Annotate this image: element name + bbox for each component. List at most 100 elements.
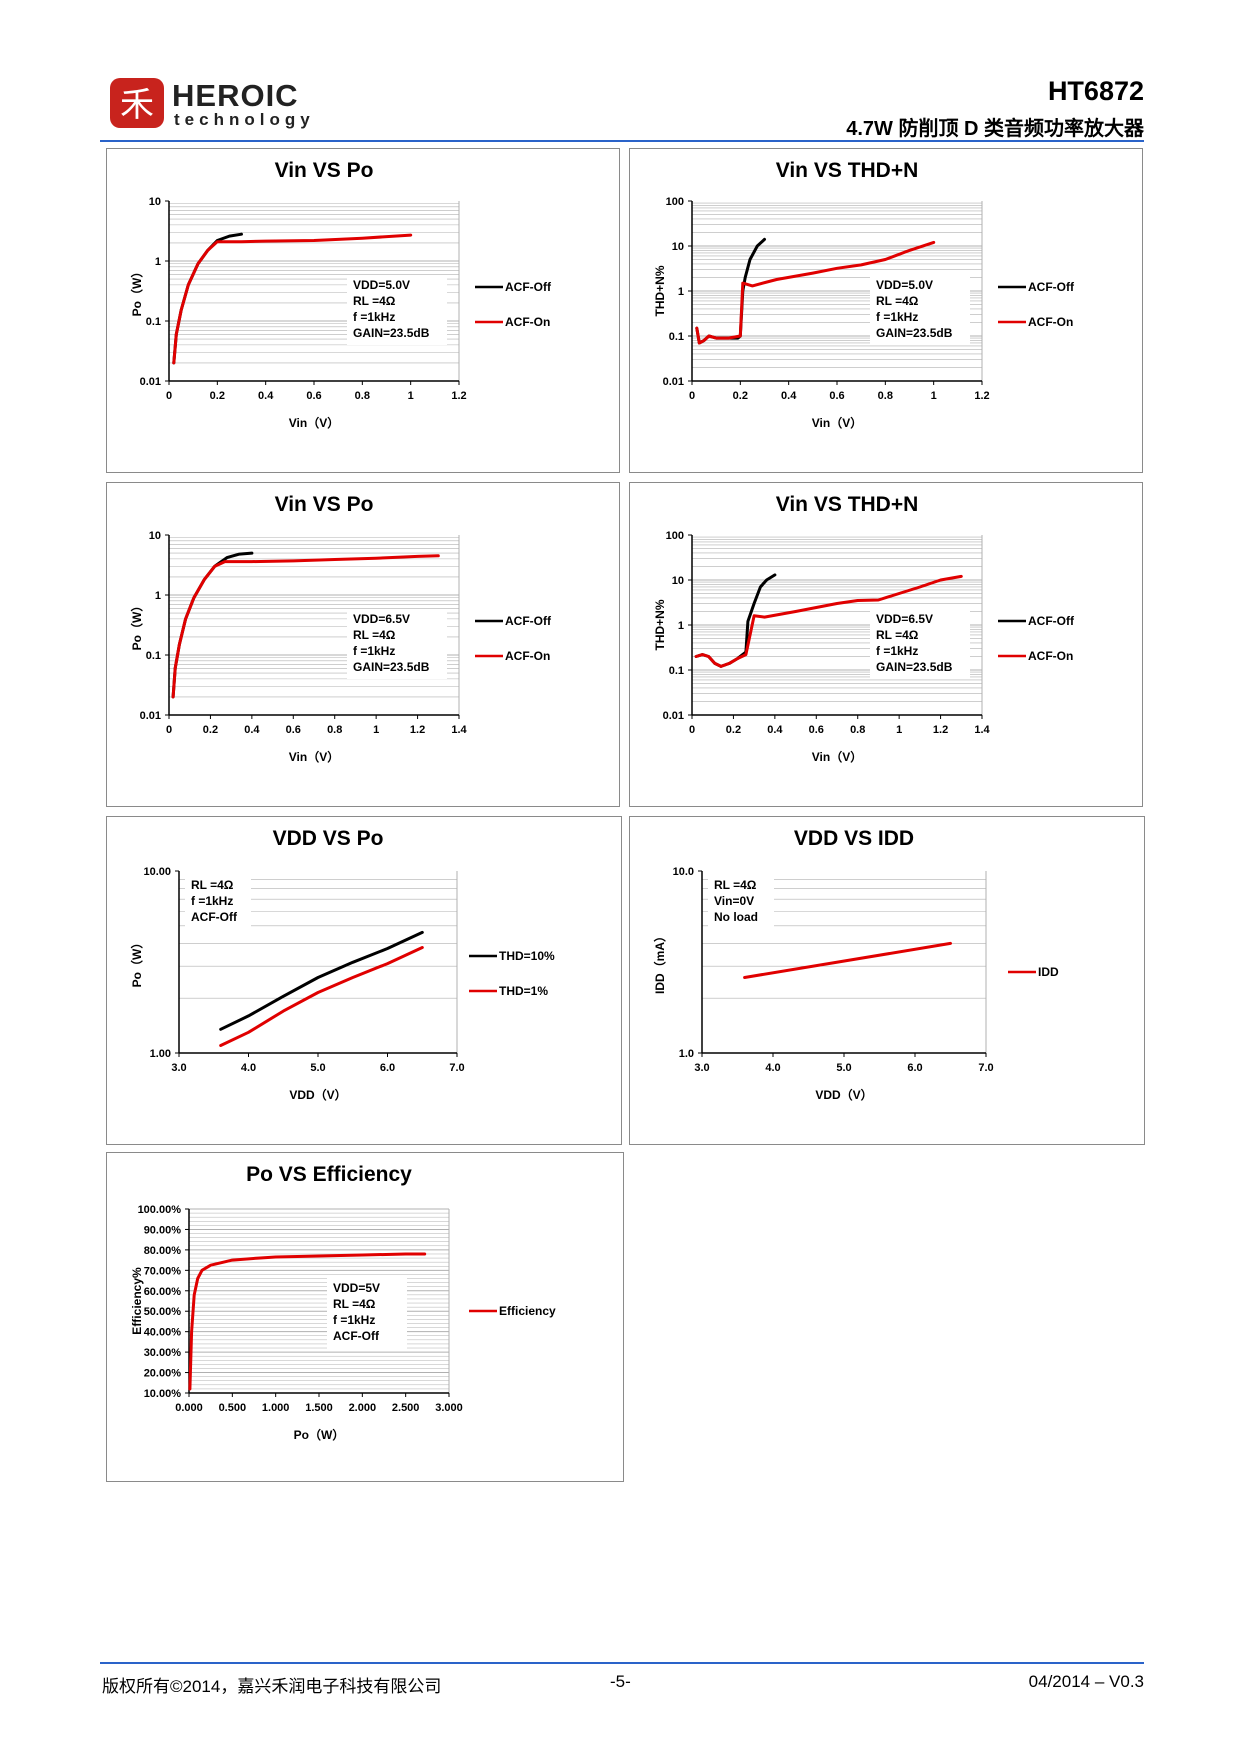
condition-text: GAIN=23.5dB [876,326,953,340]
x-tick-label: 3.000 [435,1402,463,1414]
series-line-efficiency [188,1252,427,1391]
condition-text: No load [714,910,758,924]
chart-panel-vin-thd-5v: Vin VS THD+N 0 0.2 0.4 0.6 0.8 1 1.2 0.01 0.1 1 10 1… [629,148,1143,473]
legend-label: ACF-Off [505,614,552,628]
condition-text: GAIN=23.5dB [353,660,430,674]
y-tick-label: 90.00% [144,1224,182,1236]
chart-panel-vin-po-6v5: Vin VS Po 0 0.2 0.4 0.6 0.8 1 1.2 1.4 0.01 0.1 1 10 V… [106,482,620,807]
x-tick-label: 2.500 [392,1402,420,1414]
y-tick-label: 1 [678,620,684,632]
legend-label: ACF-Off [1028,614,1075,628]
chart-title: Vin VS Po [275,159,374,182]
x-tick-label: 5.0 [836,1062,851,1074]
legend-label: ACF-On [505,649,550,663]
y-tick-label: 60.00% [144,1286,182,1298]
x-tick-label: 0.8 [850,724,865,736]
y-tick-label: 0.01 [663,376,684,388]
y-tick-label: 10 [672,575,684,587]
condition-text: f =1kHz [876,310,918,324]
chart-svg: VDD VS IDD 3.0 4.0 5.0 6.0 7.0 1.0 10.0 VDD（V） ID… [652,827,1059,1102]
chart-title: Vin VS Po [275,493,374,516]
y-tick-label: 0.1 [669,665,684,677]
x-tick-label: 1 [373,724,379,736]
x-tick-label: 3.0 [171,1062,186,1074]
x-tick-label: 2.000 [349,1402,377,1414]
condition-text: VDD=5.0V [353,278,410,292]
y-tick-label: 1.0 [679,1048,694,1060]
x-tick-label: 0.4 [767,724,783,736]
chart-svg: Vin VS Po 0 0.2 0.4 0.6 0.8 1 1.2 0.01 0.1 1 10 Vin（… [129,159,552,430]
y-axis-label: Po（W） [129,266,144,317]
x-tick-label: 1 [896,724,902,736]
x-tick-label: 6.0 [907,1062,922,1074]
series-line-acf-on [695,240,936,345]
legend-label: ACF-On [1028,649,1073,663]
part-number: HT6872 [1047,76,1144,106]
legend-label: ACF-On [1028,315,1073,329]
condition-text: ACF-Off [191,910,238,924]
y-tick-label: 40.00% [144,1327,182,1339]
conditions-box [708,875,774,933]
company-logo: 禾 [110,78,164,128]
series-line-acf-on [694,574,963,668]
chart-svg: Vin VS THD+N 0 0.2 0.4 0.6 0.8 1 1.2 0.01 0.1 1 10 1… [653,159,1075,430]
chart-panel-po-efficiency: Po VS Efficiency 0.000 0.500 1.000 1.500 2.00… [106,1152,624,1482]
condition-text: RL =4Ω [353,294,396,308]
y-tick-label: 0.1 [669,331,684,343]
x-tick-label: 1.2 [933,724,948,736]
legend-label: ACF-Off [1028,280,1075,294]
chart-svg: Vin VS Po 0 0.2 0.4 0.6 0.8 1 1.2 1.4 0.01 0.1 1 10 V… [129,493,552,764]
x-tick-label: 0.8 [355,390,370,402]
condition-text: RL =4Ω [191,878,234,892]
y-axis-label: Efficiency% [130,1267,144,1335]
x-tick-label: 0.2 [733,390,748,402]
condition-text: f =1kHz [353,310,395,324]
conditions-box [870,609,970,679]
chart-title: Vin VS THD+N [776,159,919,182]
x-tick-label: 1.2 [410,724,425,736]
y-tick-label: 10.00% [144,1388,182,1400]
chart-title: VDD VS Po [273,827,384,850]
condition-text: GAIN=23.5dB [353,326,430,340]
x-axis-label: VDD（V） [289,1087,346,1102]
condition-text: VDD=6.5V [353,612,410,626]
logo-glyph: 禾 [120,85,154,125]
conditions-box [870,275,970,345]
x-tick-label: 0.4 [244,724,260,736]
condition-text: Vin=0V [714,894,754,908]
series-line-acf-on [171,554,440,699]
x-tick-label: 0 [689,390,695,402]
footer-version: 04/2014 – V0.3 [1028,1672,1144,1691]
y-tick-label: 1 [678,286,684,298]
series-line-acf-on [172,233,413,365]
y-tick-label: 10.0 [673,866,694,878]
legend-label: ACF-On [505,315,550,329]
brand-name: HEROIC [172,78,299,113]
y-tick-label: 20.00% [144,1368,182,1380]
x-tick-label: 4.0 [765,1062,780,1074]
logo-seal [110,78,164,128]
condition-text: RL =4Ω [333,1297,376,1311]
chart-title: Vin VS THD+N [776,493,919,516]
y-tick-label: 0.1 [146,650,161,662]
y-tick-label: 10.00 [143,866,171,878]
condition-text: VDD=6.5V [876,612,933,626]
y-tick-label: 1 [155,590,161,602]
condition-text: VDD=5.0V [876,278,933,292]
legend-label: THD=1% [499,984,548,998]
x-tick-label: 1.2 [974,390,989,402]
legend-label: THD=10% [499,949,555,963]
y-tick-label: 0.01 [140,710,161,722]
y-tick-label: 1.00 [150,1048,171,1060]
conditions-box [327,1278,407,1350]
condition-text: RL =4Ω [876,294,919,308]
y-tick-label: 80.00% [144,1245,182,1257]
y-tick-label: 10 [149,530,161,542]
y-tick-label: 30.00% [144,1347,182,1359]
x-tick-label: 4.0 [241,1062,256,1074]
x-tick-label: 0.2 [210,390,225,402]
x-tick-label: 6.0 [380,1062,395,1074]
y-tick-label: 1 [155,256,161,268]
x-tick-label: 0.2 [203,724,218,736]
chart-svg: Po VS Efficiency 0.000 0.500 1.000 1.500 2.00… [130,1163,556,1442]
